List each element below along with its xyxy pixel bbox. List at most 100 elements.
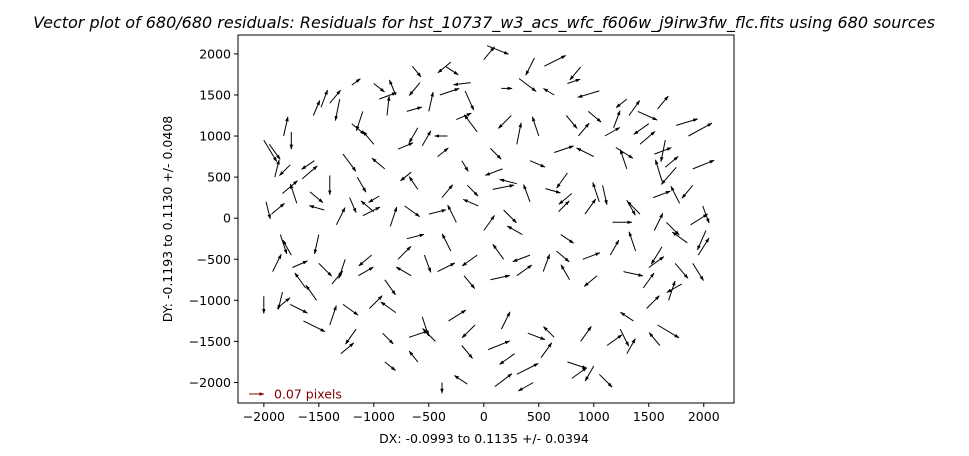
residual-vector-9 — [373, 83, 385, 93]
residual-vector-32 — [613, 110, 621, 128]
residual-vector-182 — [571, 367, 588, 379]
residual-vector-55 — [484, 168, 503, 176]
residual-vector-70 — [301, 165, 318, 180]
residual-vector-137 — [331, 270, 344, 285]
residual-vector-18 — [437, 61, 452, 74]
y-tick-label: −2000 — [189, 375, 231, 390]
residual-vector-72 — [274, 159, 280, 178]
residual-vector-157 — [448, 309, 467, 322]
residual-vector-132 — [397, 246, 412, 260]
y-tick-label: 1000 — [199, 129, 231, 144]
residual-vector-178 — [517, 382, 534, 392]
residual-vector-66 — [356, 176, 367, 193]
residual-vector-183 — [598, 373, 613, 388]
residual-vector-114 — [628, 231, 637, 252]
y-tick-label: 2000 — [199, 46, 231, 61]
residual-vector-77 — [309, 191, 324, 203]
residual-vector-84 — [404, 205, 421, 218]
residual-vector-99 — [592, 182, 600, 202]
residual-vector-135 — [358, 266, 374, 277]
residual-vector-174 — [668, 280, 676, 301]
residual-vector-48 — [576, 147, 595, 158]
residual-vector-117 — [583, 275, 598, 287]
residual-vector-41 — [660, 166, 677, 185]
x-tick-label: 500 — [527, 409, 551, 424]
residual-vector-39 — [688, 122, 713, 137]
x-tick-label: 2000 — [688, 409, 720, 424]
residual-vector-142 — [272, 253, 282, 272]
residual-vector-171 — [620, 311, 634, 322]
residual-vector-138 — [318, 263, 333, 277]
residual-vector-202 — [384, 361, 396, 371]
residual-vector-129 — [437, 262, 456, 273]
residual-vector-6 — [334, 99, 341, 121]
y-tick-label: −1500 — [189, 334, 231, 349]
residual-vector-122 — [512, 254, 531, 263]
residual-vector-158 — [461, 345, 473, 359]
residual-vector-19 — [464, 90, 475, 111]
residual-vector-153 — [380, 301, 397, 314]
x-tick-label: −500 — [412, 409, 446, 424]
residual-vector-187 — [560, 234, 575, 244]
residual-vector-1 — [268, 144, 281, 160]
y-axis-label: DY: -0.1193 to 0.1130 +/- 0.0408 — [160, 116, 175, 323]
residual-vector-144 — [276, 297, 291, 309]
residual-vector-116 — [609, 239, 620, 256]
residual-vector-8 — [355, 111, 364, 132]
residual-vector-78 — [308, 205, 325, 211]
residual-vector-180 — [453, 375, 468, 385]
residual-vector-205 — [648, 332, 661, 346]
residual-vector-47 — [602, 185, 608, 206]
residual-vector-119 — [560, 264, 571, 281]
residual-vector-204 — [626, 338, 636, 354]
residual-vector-21 — [483, 46, 495, 60]
residual-vector-109 — [697, 237, 710, 256]
residual-vector-175 — [666, 283, 683, 293]
residual-vector-62 — [400, 171, 412, 182]
residual-vector-22 — [486, 45, 509, 55]
residual-vector-33 — [628, 100, 641, 116]
x-tick-label: 0 — [480, 409, 488, 424]
residual-vector-123 — [516, 264, 533, 277]
residual-vector-29 — [569, 66, 581, 81]
residual-vector-161 — [500, 311, 511, 330]
residual-vector-172 — [646, 295, 660, 309]
residual-vector-31 — [577, 90, 600, 98]
residual-vector-15 — [408, 82, 421, 96]
residual-vector-73 — [265, 201, 271, 220]
residual-vector-83 — [389, 206, 398, 227]
residual-vector-25 — [525, 57, 535, 76]
x-axis-label: DX: -0.0993 to 0.1135 +/- 0.0394 — [379, 431, 589, 446]
residual-vector-188 — [406, 233, 425, 240]
residual-vector-151 — [369, 295, 383, 309]
x-tick-label: −2000 — [243, 409, 285, 424]
residual-vector-67 — [342, 153, 357, 172]
residual-vector-63 — [397, 142, 414, 150]
residual-vector-30 — [587, 111, 602, 123]
residual-vector-50 — [556, 172, 568, 189]
residual-vector-167 — [580, 325, 592, 342]
residual-vector-146 — [303, 320, 326, 333]
residual-vector-46 — [615, 147, 634, 159]
residual-vector-11 — [386, 95, 391, 116]
residual-vector-42 — [655, 159, 663, 182]
quiver-key: 0.07 pixels — [249, 387, 342, 402]
residual-vector-194 — [565, 115, 578, 129]
residual-vector-108 — [696, 230, 707, 251]
residual-vector-94 — [523, 184, 531, 202]
residual-vector-160 — [488, 340, 511, 351]
x-tick-label: 1000 — [578, 409, 610, 424]
y-tick-label: −1000 — [189, 293, 231, 308]
residual-vector-104 — [666, 221, 680, 236]
residual-vector-17 — [439, 88, 460, 96]
residual-vector-148 — [329, 305, 337, 326]
residual-vector-150 — [345, 328, 357, 345]
residual-vector-86 — [428, 209, 447, 215]
residual-vector-56 — [490, 148, 502, 160]
residual-vector-80 — [349, 197, 357, 214]
residual-vector-176 — [642, 272, 655, 289]
residual-vector-112 — [650, 246, 663, 265]
residual-vector-134 — [358, 254, 372, 267]
residual-vector-38 — [676, 118, 699, 126]
